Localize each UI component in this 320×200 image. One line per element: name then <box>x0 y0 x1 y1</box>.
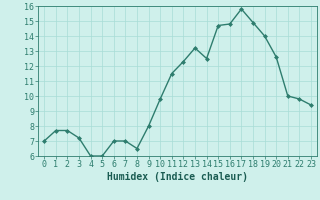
X-axis label: Humidex (Indice chaleur): Humidex (Indice chaleur) <box>107 172 248 182</box>
